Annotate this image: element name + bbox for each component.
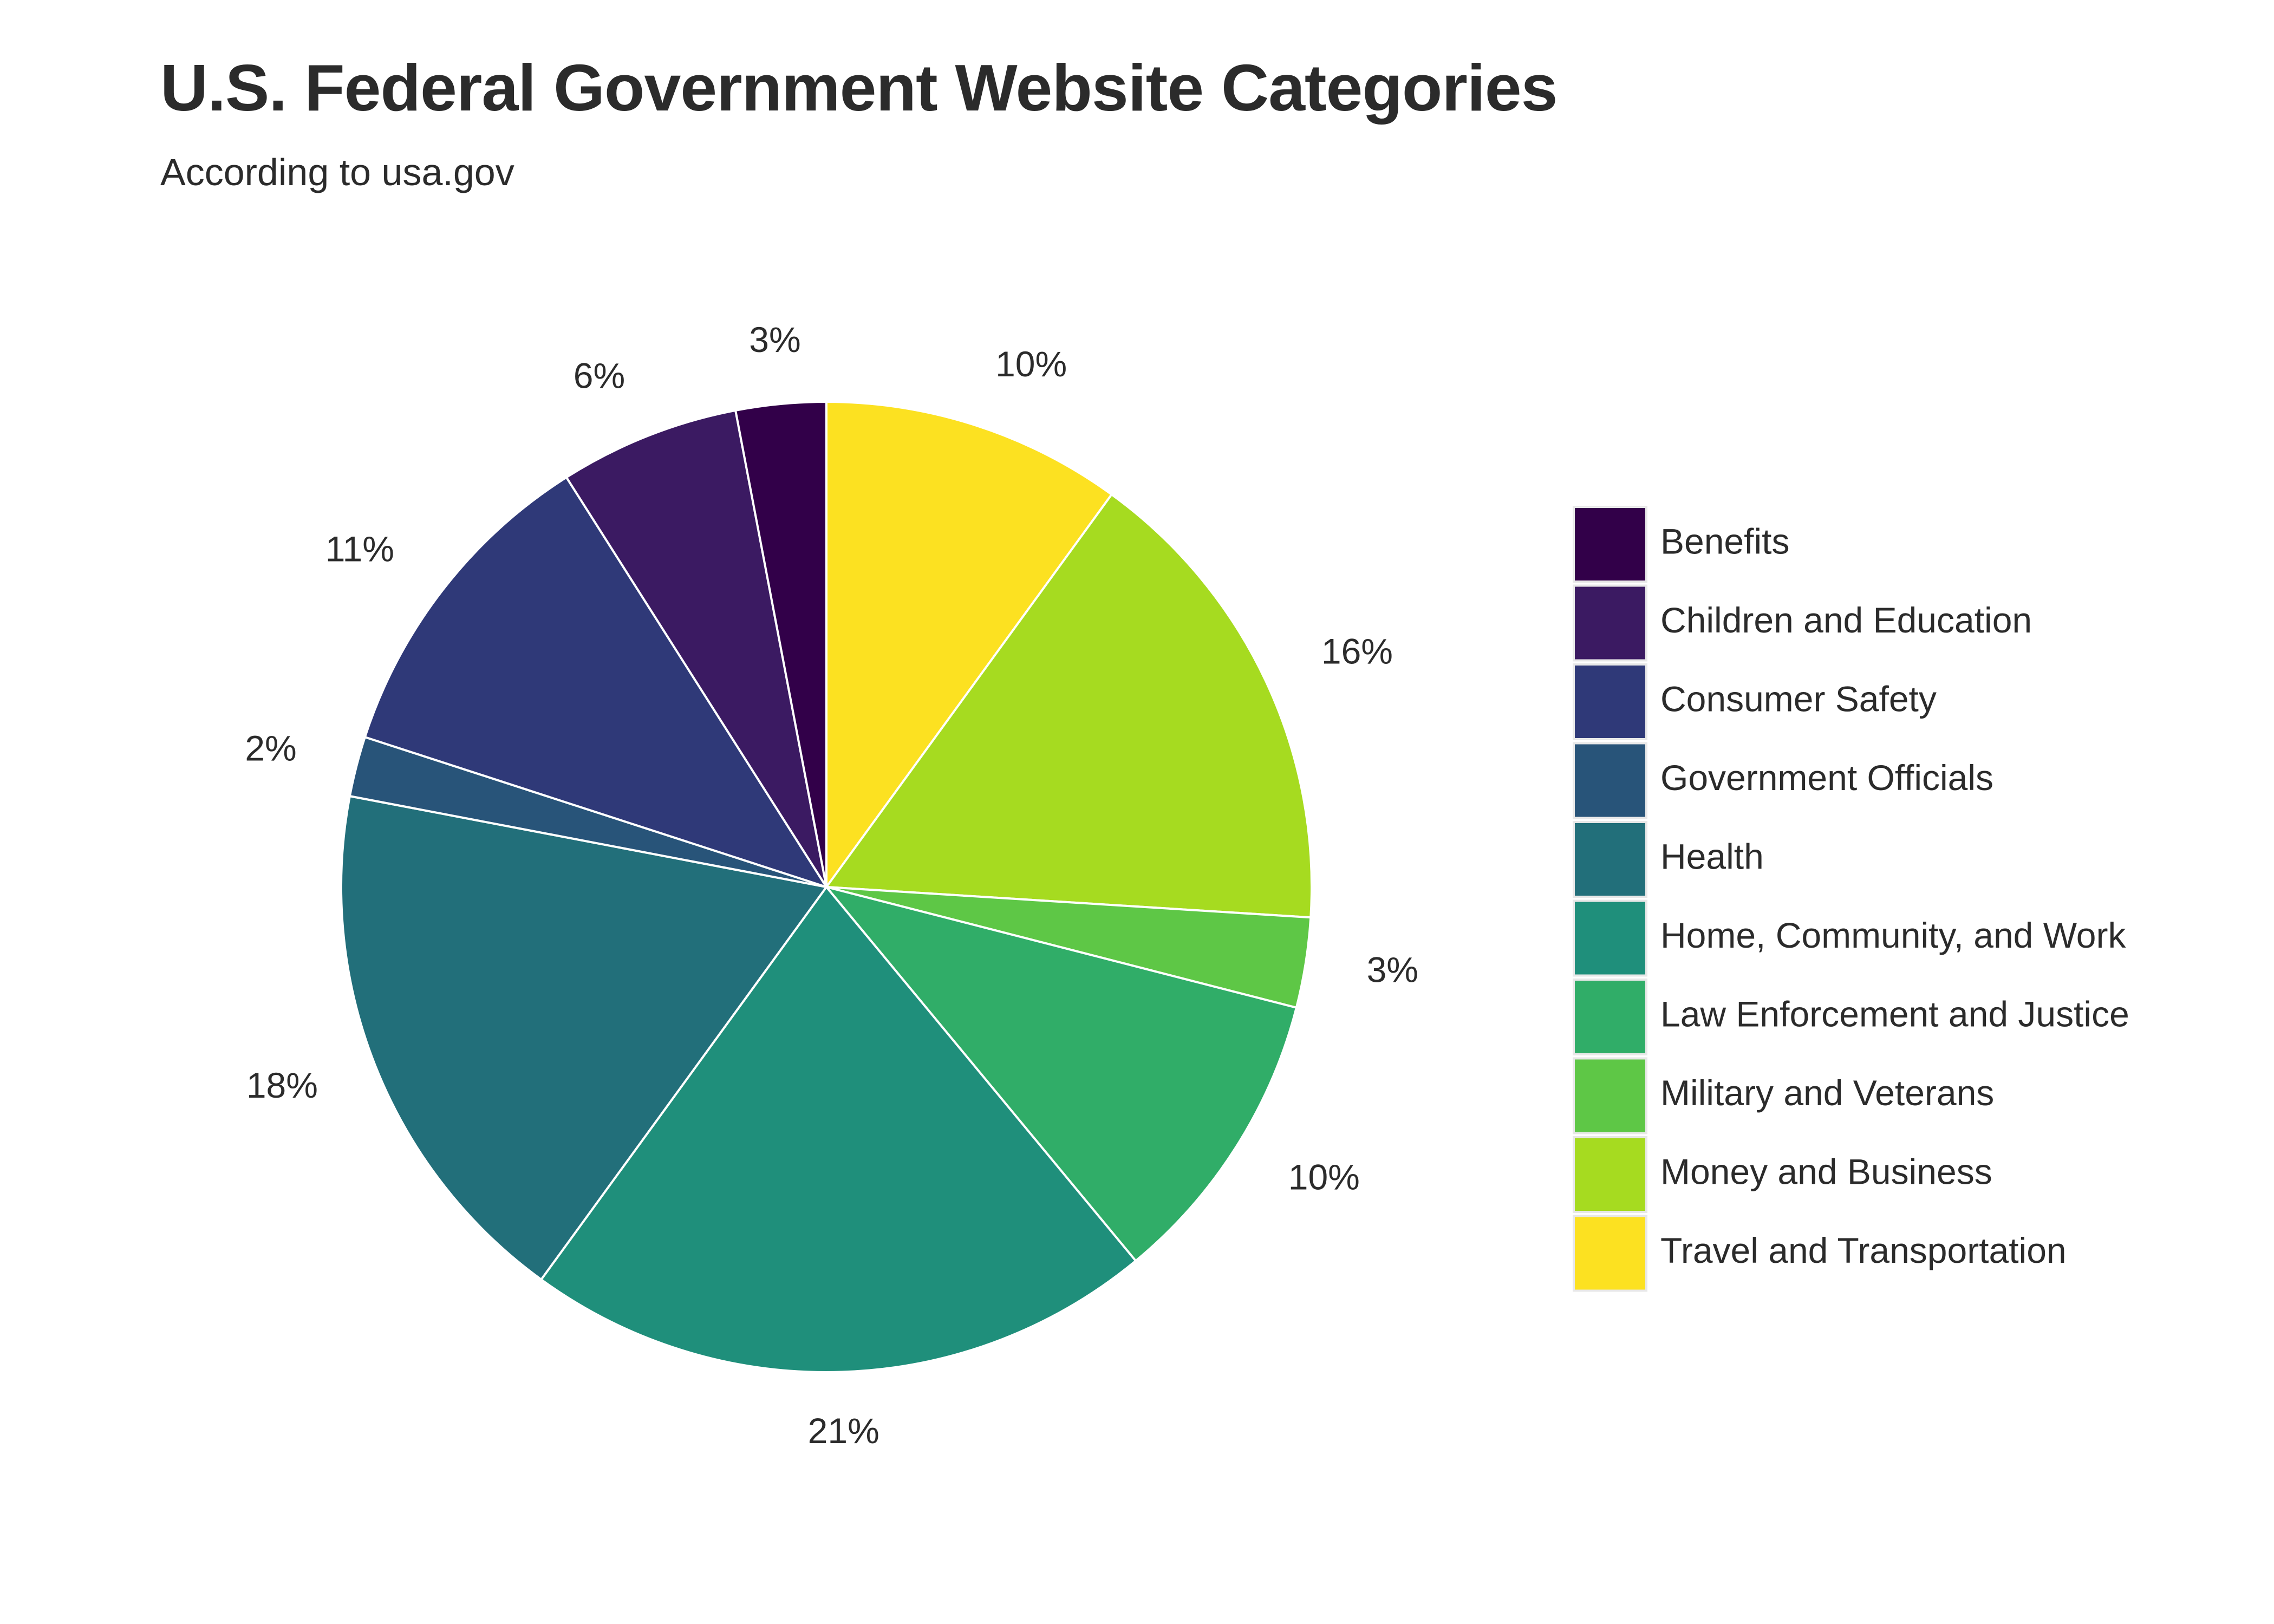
slice-label-government-officials: 2%	[245, 728, 296, 768]
slice-label-travel-and-transportation: 10%	[995, 344, 1067, 384]
legend-swatch-money-and-business	[1573, 1136, 1647, 1213]
legend-label-home-community-and-work: Home, Community, and Work	[1660, 915, 2126, 955]
chart-subtitle: According to usa.gov	[160, 151, 514, 193]
legend-swatch-benefits	[1573, 506, 1647, 583]
pie-slice-travel-and-transportation	[825, 400, 1113, 891]
slice-label-consumer-safety: 11%	[325, 529, 394, 569]
legend-label-law-enforcement-and-justice: Law Enforcement and Justice	[1660, 994, 2129, 1034]
legend-swatch-government-officials	[1573, 742, 1647, 819]
slice-label-health: 18%	[246, 1065, 318, 1105]
legend-swatch-home-community-and-work	[1573, 899, 1647, 977]
slice-label-children-and-education: 6%	[574, 355, 625, 395]
legend-label-government-officials: Government Officials	[1660, 758, 1993, 798]
pie-slices	[340, 400, 1313, 1373]
legend-label-money-and-business: Money and Business	[1660, 1151, 1992, 1191]
legend-swatch-health	[1573, 821, 1647, 898]
legend-label-health: Health	[1660, 836, 1764, 876]
chart-title: U.S. Federal Government Website Categori…	[160, 51, 1558, 125]
slice-label-military-and-veterans: 3%	[1367, 949, 1418, 989]
pie-slice-benefits	[734, 400, 827, 888]
legend-swatch-children-and-education	[1573, 584, 1647, 662]
legend-label-military-and-veterans: Military and Veterans	[1660, 1073, 1994, 1113]
pie-slice-children-and-education	[565, 409, 827, 888]
slice-label-money-and-business: 16%	[1321, 631, 1393, 671]
pie-slice-consumer-safety	[363, 475, 829, 889]
slice-label-law-enforcement-and-justice: 10%	[1288, 1157, 1360, 1197]
legend-swatch-military-and-veterans	[1573, 1057, 1647, 1134]
legend-label-travel-and-transportation: Travel and Transportation	[1660, 1230, 2067, 1270]
legend-label-consumer-safety: Consumer Safety	[1660, 679, 1937, 719]
legend-label-benefits: Benefits	[1660, 521, 1789, 561]
pie-slice-law-enforcement-and-justice	[823, 885, 1298, 1263]
pie-labels: 10% 16% 3% 10% 21% 18% 2% 11% 6% 3%	[245, 319, 1418, 1451]
pie-slice-home-community-and-work	[539, 885, 1137, 1373]
legend-swatch-law-enforcement-and-justice	[1573, 979, 1647, 1055]
slice-label-home-community-and-work: 21%	[808, 1411, 879, 1451]
slice-label-benefits: 3%	[749, 319, 800, 360]
legend-swatch-consumer-safety	[1573, 663, 1647, 740]
legend: Benefits Children and Education Consumer S…	[1573, 506, 2129, 1292]
pie-slice-money-and-business	[824, 493, 1313, 919]
legend-label-children-and-education: Children and Education	[1660, 600, 2032, 640]
pie-slice-health	[340, 794, 829, 1281]
legend-swatch-travel-and-transportation	[1573, 1215, 1647, 1292]
